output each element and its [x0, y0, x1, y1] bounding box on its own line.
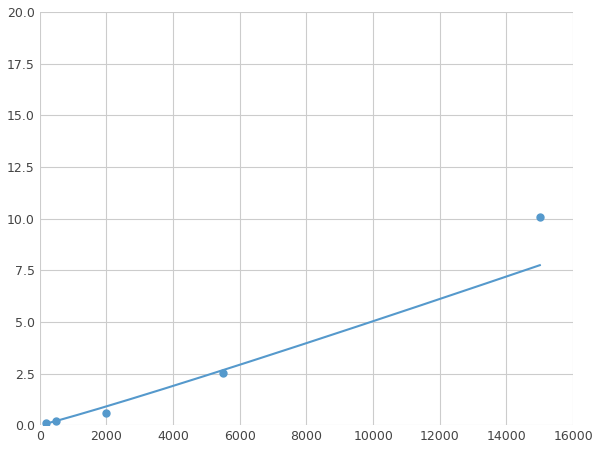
Point: [218, 369, 228, 376]
Point: [41, 419, 51, 427]
Point: [52, 418, 61, 425]
Point: [101, 409, 111, 416]
Point: [535, 213, 545, 220]
